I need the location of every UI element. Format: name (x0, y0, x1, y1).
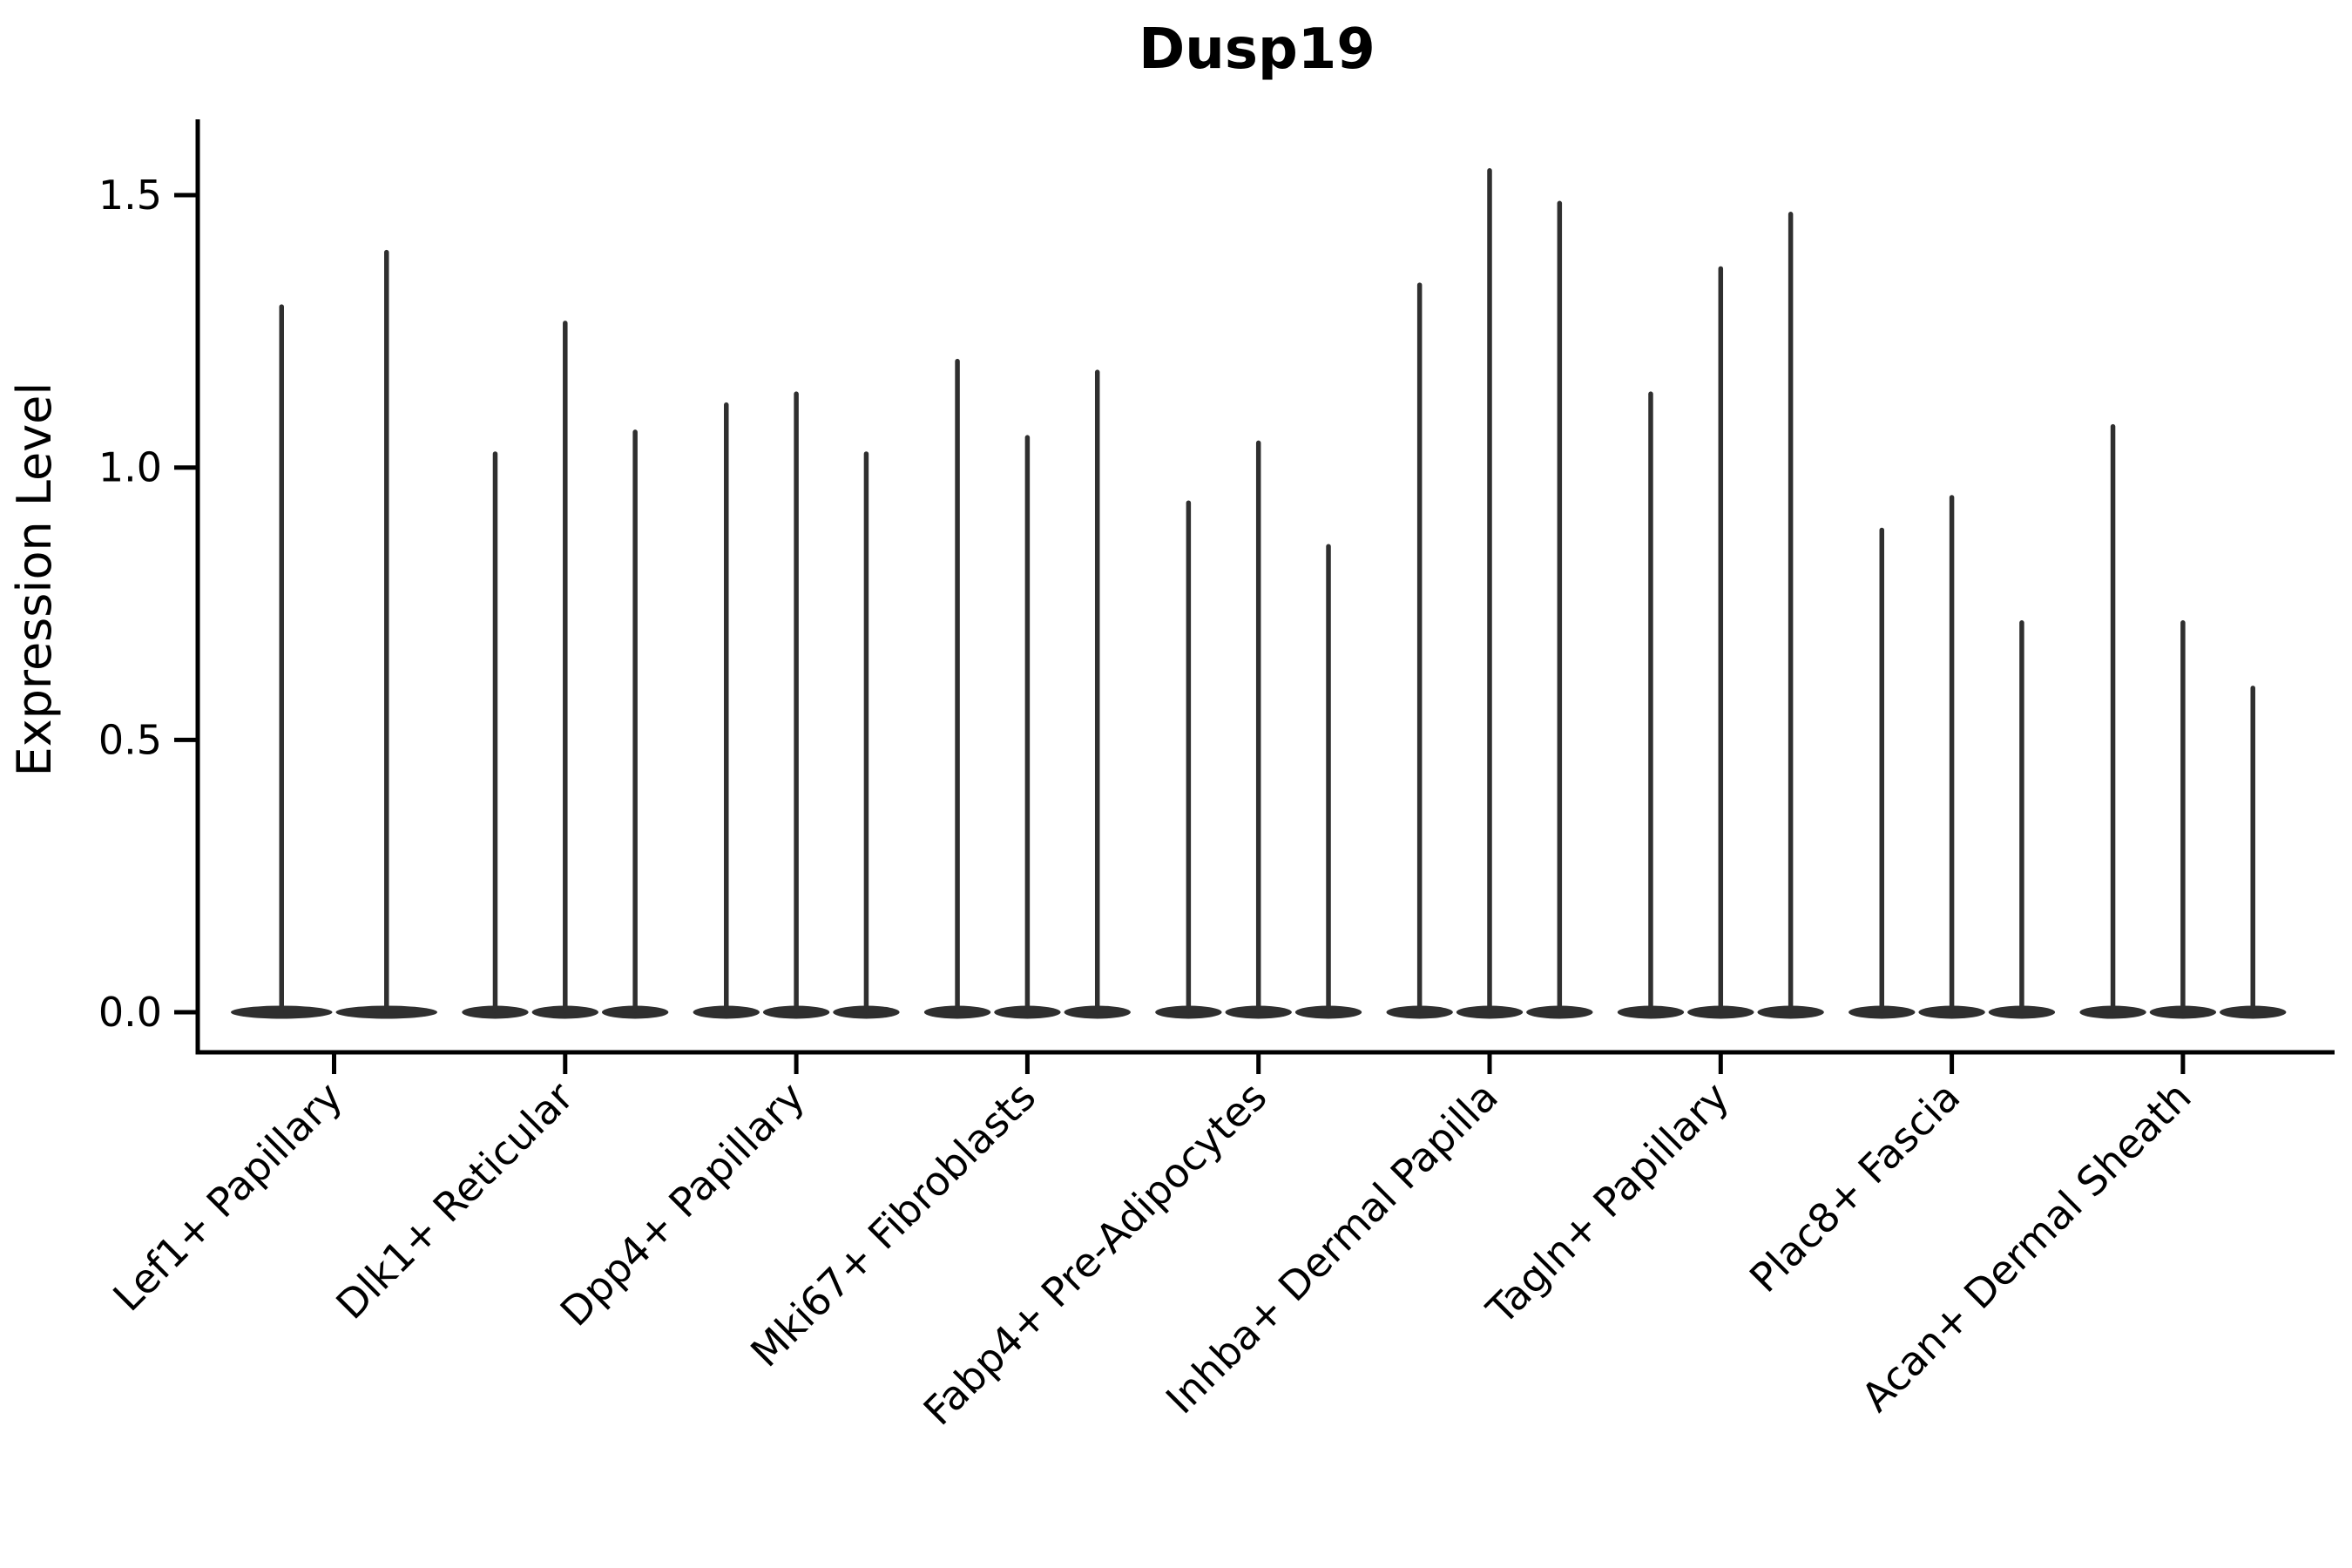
violin-group (462, 321, 669, 1019)
plot-title: Dusp19 (1139, 17, 1375, 82)
x-tick-label: Tagln+ Papillary (1477, 1073, 1738, 1335)
violin-group (923, 358, 1131, 1019)
violin-group (1617, 212, 1824, 1019)
y-axis-ticks: 0.0 0.5 1.0 1.5 (98, 172, 198, 1036)
y-tick-label: 1.5 (98, 172, 162, 219)
x-tick-label: Plac8+ Fascia (1740, 1073, 1969, 1301)
y-axis-label: Expression Level (7, 382, 62, 777)
axes-spines (195, 119, 2335, 1055)
violin-group (1848, 495, 2056, 1019)
x-tick-label: Dlk1+ Reticular (327, 1073, 582, 1328)
x-tick-label: Dpp4+ Papillary (551, 1073, 814, 1335)
y-tick-label: 1.0 (98, 444, 162, 491)
violin-group (231, 249, 437, 1019)
violins (231, 168, 2287, 1019)
y-tick-label: 0.5 (98, 716, 162, 763)
violin-group (1386, 168, 1593, 1019)
violin-group (693, 391, 900, 1019)
x-tick-label: Lef1+ Papillary (104, 1073, 351, 1321)
violin-group (2079, 423, 2287, 1019)
violin-group (1155, 440, 1362, 1019)
y-tick-label: 0.0 (98, 989, 162, 1036)
